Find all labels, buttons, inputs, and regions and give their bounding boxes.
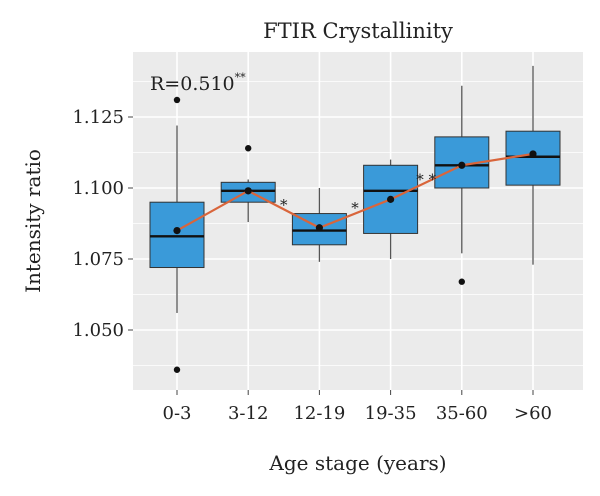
x-tick-label: 12-19	[293, 403, 345, 424]
mean-point	[315, 224, 323, 232]
x-tick-label: >60	[514, 403, 552, 424]
correlation-value: R=0.510	[150, 73, 235, 95]
y-tick-label: 1.050	[72, 320, 124, 341]
y-ticks: 1.050 1.075 1.100 1.125	[72, 107, 133, 341]
outlier-point	[458, 278, 465, 285]
outlier-point	[173, 96, 181, 104]
significance-marker: * *	[416, 171, 436, 189]
mean-point	[458, 161, 466, 169]
y-tick-label: 1.125	[72, 107, 124, 128]
significance-marker: *	[280, 196, 288, 214]
x-tick-label: 0-3	[163, 403, 192, 424]
box->60	[505, 130, 561, 186]
mean-point	[387, 195, 395, 203]
mean-trend-line	[176, 152, 534, 232]
correlation-superscript: **	[235, 71, 247, 84]
x-axis-label: Age stage (years)	[268, 451, 446, 475]
whiskers	[176, 65, 534, 313]
points	[173, 96, 537, 373]
chart-title: FTIR Crystallinity	[263, 19, 453, 43]
y-axis-label: Intensity ratio	[21, 149, 45, 293]
mean-point	[244, 187, 252, 195]
x-tick-label: 19-35	[365, 403, 417, 424]
significance-markers: * * * *	[280, 171, 437, 217]
correlation-annotation: R=0.510**	[150, 71, 246, 95]
x-tick-label: 35-60	[436, 403, 488, 424]
x-tick-label: 3-12	[228, 403, 268, 424]
y-tick-label: 1.100	[72, 178, 124, 199]
x-ticks: 0-3 3-12 12-19 19-35 35-60 >60	[163, 390, 552, 424]
mean-point	[173, 227, 181, 235]
mean-point	[529, 150, 537, 158]
significance-marker: *	[351, 199, 359, 217]
box-0-3	[149, 201, 205, 269]
outlier-point	[245, 145, 252, 152]
plot-panel	[133, 52, 583, 390]
outlier-point	[173, 366, 181, 373]
mean-line-group	[176, 152, 534, 232]
y-tick-label: 1.075	[72, 249, 124, 270]
